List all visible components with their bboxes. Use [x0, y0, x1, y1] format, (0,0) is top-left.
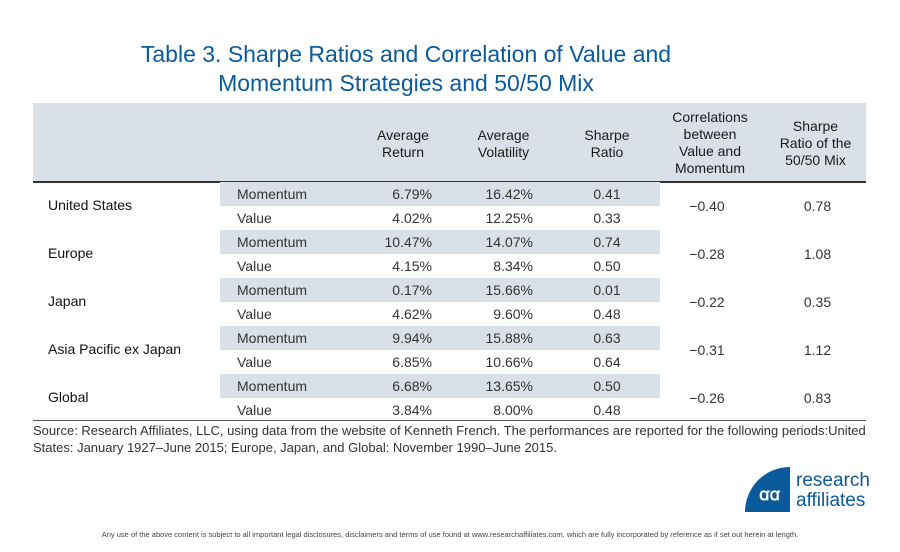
logo-mark-icon: ꭤꭤ research affiliates — [745, 467, 870, 512]
strategy-label: Value — [237, 210, 272, 226]
average-volatility-value: 8.00% — [493, 402, 533, 418]
average-volatility-value: 13.65% — [485, 378, 533, 394]
strategy-label: Momentum — [237, 186, 308, 202]
strategy-label: Value — [237, 402, 272, 418]
average-return-value: 6.85% — [392, 354, 432, 370]
header-text: Average — [477, 127, 530, 143]
sharpe-mix-value: 0.35 — [803, 294, 832, 310]
sharpe-ratio-value: 0.50 — [593, 258, 621, 274]
strategy-label: Value — [237, 258, 272, 274]
average-volatility-value: 15.88% — [485, 330, 533, 346]
header-text: Ratio — [590, 144, 624, 160]
svg-text:research: research — [796, 470, 870, 491]
average-return-value: 3.84% — [392, 402, 432, 418]
strategy-label: Momentum — [237, 282, 308, 298]
correlation-value: −0.31 — [689, 342, 725, 358]
table-row — [220, 230, 660, 254]
region-label: Asia Pacific ex Japan — [48, 341, 182, 357]
correlation-value: −0.26 — [689, 390, 725, 406]
strategy-label: Momentum — [237, 234, 308, 250]
table-row — [220, 374, 660, 398]
header-average-volatility: Average Volatility — [461, 127, 546, 161]
strategy-label: Momentum — [237, 378, 308, 394]
header-text: Correlations — [672, 109, 748, 125]
average-return-value: 10.47% — [384, 234, 432, 250]
region-label: Japan — [48, 293, 87, 309]
average-return-value: 6.79% — [392, 186, 432, 202]
average-volatility-value: 16.42% — [485, 186, 533, 202]
source-note: Source: Research Affiliates, LLC, using … — [33, 423, 866, 455]
header-text: Sharpe — [584, 127, 630, 143]
average-volatility-value: 14.07% — [485, 234, 533, 250]
sharpe-ratio-value: 0.64 — [593, 354, 621, 370]
average-return-value: 4.62% — [392, 306, 432, 322]
sharpe-mix-value: 0.83 — [803, 390, 832, 406]
header-text: Return — [381, 144, 425, 160]
region-label: United States — [48, 197, 133, 213]
sharpe-mix-value: 1.12 — [803, 342, 832, 358]
sharpe-ratio-value: 0.01 — [593, 282, 621, 298]
average-volatility-value: 10.66% — [485, 354, 533, 370]
header-correlations: Correlations between Value and Momentum — [655, 109, 765, 177]
header-sharpe-mix: Sharpe Ratio of the 50/50 Mix — [768, 118, 863, 169]
table-row — [220, 278, 660, 302]
strategy-label: Value — [237, 354, 272, 370]
sharpe-ratio-value: 0.33 — [593, 210, 621, 226]
average-return-value: 4.02% — [392, 210, 432, 226]
header-text: Sharpe — [792, 118, 839, 134]
header-text: Volatility — [477, 144, 530, 160]
header-text: Ratio of the — [779, 135, 852, 151]
table-title: Table 3. Sharpe Ratios and Correlation o… — [0, 40, 812, 98]
strategy-label: Momentum — [237, 330, 308, 346]
sharpe-ratio-value: 0.48 — [593, 402, 621, 418]
table-row — [220, 326, 660, 350]
average-volatility-value: 9.60% — [493, 306, 533, 322]
correlation-value: −0.28 — [689, 246, 725, 262]
sharpe-ratio-value: 0.74 — [593, 234, 621, 250]
header-text: Momentum — [674, 160, 746, 176]
sharpe-ratio-value: 0.50 — [593, 378, 621, 394]
average-return-value: 4.15% — [392, 258, 432, 274]
average-volatility-value: 12.25% — [485, 210, 533, 226]
research-affiliates-logo: ꭤꭤ research affiliates — [745, 467, 870, 512]
header-average-return: Average Return — [363, 127, 443, 161]
table-row — [220, 182, 660, 206]
svg-text:affiliates: affiliates — [796, 490, 865, 511]
average-volatility-value: 8.34% — [493, 258, 533, 274]
correlation-value: −0.22 — [689, 294, 725, 310]
title-line-1: Table 3. Sharpe Ratios and Correlation o… — [140, 41, 672, 67]
header-text: Value and — [678, 143, 741, 159]
sharpe-ratio-value: 0.63 — [593, 330, 621, 346]
svg-text:ꭤꭤ: ꭤꭤ — [759, 485, 780, 504]
header-sharpe-ratio: Sharpe Ratio — [567, 127, 647, 161]
sharpe-ratio-value: 0.41 — [593, 186, 621, 202]
header-text: 50/50 Mix — [785, 152, 846, 168]
average-return-value: 9.94% — [392, 330, 432, 346]
sharpe-ratio-value: 0.48 — [593, 306, 621, 322]
legal-footer: Any use of the above content is subject … — [101, 530, 799, 539]
region-label: Global — [48, 389, 89, 405]
header-text: Average — [377, 127, 429, 143]
sharpe-mix-value: 1.08 — [803, 246, 832, 262]
title-line-2: Momentum Strategies and 50/50 Mix — [218, 70, 594, 96]
table-header: Average Return Average Volatility Sharpe Ra… — [33, 103, 866, 183]
table-bottom-rule — [33, 420, 866, 421]
average-volatility-value: 15.66% — [485, 282, 533, 298]
sharpe-mix-value: 0.78 — [803, 198, 832, 214]
strategy-label: Value — [237, 306, 272, 322]
correlation-value: −0.40 — [689, 198, 725, 214]
header-text: between — [683, 126, 737, 142]
average-return-value: 6.68% — [392, 378, 432, 394]
average-return-value: 0.17% — [392, 282, 432, 298]
region-label: Europe — [48, 245, 94, 261]
